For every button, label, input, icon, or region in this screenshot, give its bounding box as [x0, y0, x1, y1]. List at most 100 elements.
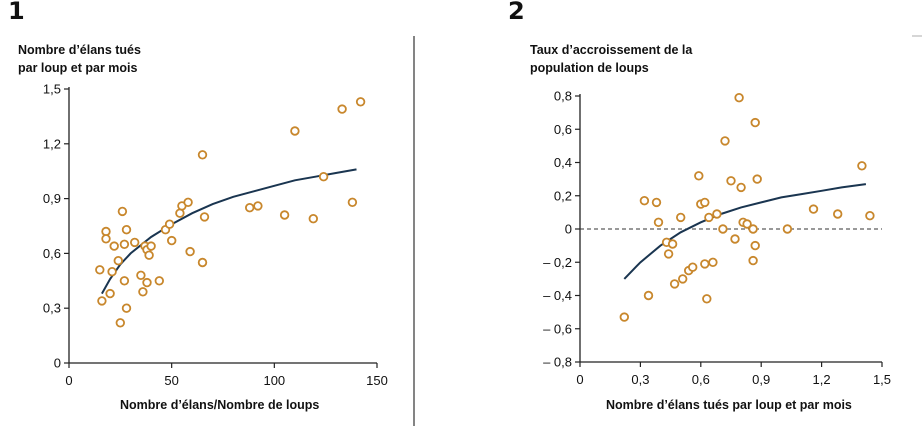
chart-1-y-tick-label: 0,3: [43, 301, 61, 316]
chart-2-y-tick-label: 0: [565, 222, 572, 237]
chart-2-data-point: [718, 224, 728, 234]
chart-2-data-point: [700, 197, 710, 208]
chart-1-data-point: [318, 171, 329, 182]
chart-1-data-point: [107, 267, 117, 277]
chart-2-data-point: [669, 279, 680, 289]
chart-2-data-point: [750, 117, 760, 128]
chart-2-data-point: [857, 161, 867, 171]
chart-1-data-point: [129, 237, 140, 248]
chart-2-data-point: [704, 212, 714, 223]
chart-2-data-point: [676, 212, 686, 223]
chart-2-data-point: [750, 240, 760, 251]
chart-1-data-point: [279, 210, 290, 220]
chart-1-data-point: [117, 206, 128, 217]
panel-2-ylabel-line-1: Taux d’accroissement de la: [530, 43, 693, 57]
chart-2-data-point: [700, 259, 710, 269]
chart-1-data-point: [197, 150, 208, 160]
chart-2-x-tick-label: 0,3: [631, 372, 649, 387]
chart-1-data-point: [144, 250, 154, 260]
chart-1-y-tick-label: 0,6: [43, 246, 61, 261]
chart-1-data-point: [185, 246, 195, 257]
chart-2-x-tick-label: 1,2: [813, 372, 831, 387]
chart-1-x-tick-label: 100: [263, 373, 285, 388]
chart-2-data-point: [667, 239, 678, 249]
chart-2-data-point: [782, 224, 793, 234]
chart-2-data-point: [736, 182, 746, 193]
chart-1-data-point: [253, 201, 263, 211]
chart-1-data-point: [119, 239, 130, 249]
chart-1-data-point: [142, 277, 152, 288]
chart-2-data-point: [688, 262, 698, 272]
chart-2-data-point: [748, 255, 758, 266]
chart-1-x-tick-label: 50: [164, 373, 178, 388]
chart-1-data-point: [97, 296, 107, 306]
chart-2-y-tick-label: 0,4: [554, 155, 572, 170]
chart-1-x-tick-label: 0: [65, 373, 72, 388]
panel-1-ylabel-line-1: Nombre d’élans tués: [18, 43, 141, 57]
chart-2-y-tick-label: 0,6: [554, 122, 572, 137]
panel-1-ylabel: Nombre d’élans tués par loup et par mois: [18, 41, 141, 77]
chart-2-data-point: [708, 257, 718, 267]
chart-2-data-point: [748, 224, 758, 234]
chart-2-y-tick-label: – 0,6: [543, 321, 572, 336]
panel-1-ylabel-line-2: par loup et par mois: [18, 61, 138, 75]
chart-2-data-point: [651, 197, 662, 208]
chart-2-data-point: [639, 195, 650, 206]
chart-2-x-tick-label: 0: [576, 372, 583, 387]
chart-1-data-point: [138, 287, 148, 297]
chart-2-data-point: [653, 217, 664, 227]
chart-1-y-tick-label: 0,9: [43, 191, 61, 206]
chart-2-data-point: [742, 219, 752, 229]
chart-2-data-point: [808, 204, 819, 214]
chart-2-x-tick-label: 0,6: [692, 372, 710, 387]
chart-1-data-point: [121, 303, 132, 313]
chart-2-data-point: [619, 312, 629, 322]
chart-2-data-point: [734, 92, 744, 103]
chart-1-x-tick-label: 150: [366, 373, 388, 388]
chart-2-data-point: [730, 234, 740, 244]
chart-1-data-point: [244, 202, 255, 213]
chart-1-data-point: [290, 126, 300, 136]
chart-1-data-point: [164, 219, 175, 229]
chart-1-data-point: [154, 276, 164, 286]
chart-2-y-tick-label: 0,2: [554, 188, 572, 203]
chart-1-data-point: [347, 197, 358, 207]
chart-1-data-point: [166, 235, 177, 246]
chart-1-data-point: [136, 270, 146, 280]
chart-1-data-point: [197, 257, 208, 268]
chart-1-y-tick-label: 0: [54, 356, 61, 371]
chart-1-data-point: [101, 234, 111, 244]
panel-2-ylabel: Taux d’accroissement de la population de…: [530, 41, 692, 77]
panel-1-number: 1: [8, 0, 25, 25]
chart-2-data-point: [712, 209, 722, 219]
chart-2-data-point: [678, 274, 688, 284]
chart-2-y-tick-label: – 0,2: [543, 255, 572, 270]
chart-1-data-point: [95, 265, 105, 275]
chart-1-y-tick-label: 1,5: [43, 82, 61, 97]
panel-2-xlabel: Nombre d’élans tués par loup et par mois: [606, 398, 852, 412]
chart-2-y-tick-label: – 0,4: [543, 288, 572, 303]
chart-2-data-point: [752, 174, 762, 184]
panel-2-number: 2: [508, 0, 525, 25]
chart-1-data-point: [113, 256, 123, 266]
chart-2-data-point: [643, 290, 654, 301]
chart-2-x-tick-label: 1,5: [873, 372, 891, 387]
chart-2-data-point: [720, 136, 730, 146]
chart-2-y-tick-label: 0,8: [554, 89, 572, 104]
chart-1-data-point: [308, 213, 318, 224]
chart-1-data-point: [105, 288, 115, 299]
chart-2-data-point: [663, 249, 674, 259]
chart-1-data-point: [337, 104, 347, 114]
chart-1-data-point: [146, 241, 156, 251]
chart-2-data-point: [702, 294, 712, 304]
chart-1-data-point: [183, 197, 193, 207]
chart-2-data-point: [694, 171, 704, 181]
chart-2-data-point: [833, 209, 843, 219]
chart-1-trend-curve: [101, 168, 357, 295]
chart-1-data-point: [115, 318, 125, 328]
chart-1-data-point: [355, 97, 366, 107]
chart-2-x-tick-label: 0,9: [752, 372, 770, 387]
chart-2-trend-curve: [623, 183, 867, 280]
chart-2-data-point: [726, 176, 736, 186]
